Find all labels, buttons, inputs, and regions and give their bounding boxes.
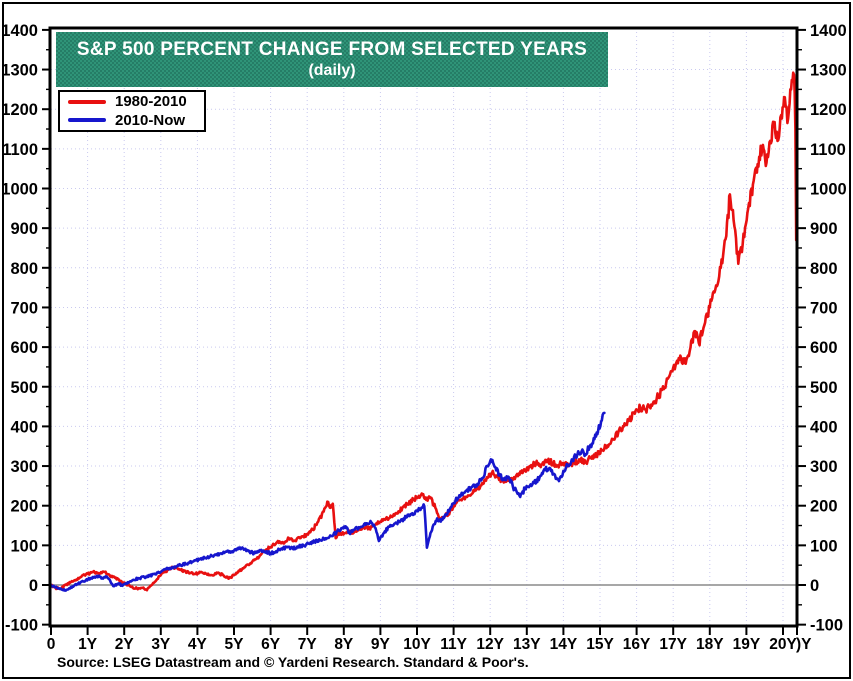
x-axis-tick-label: 20Y — [769, 636, 797, 653]
x-axis-edge-label: )Y — [796, 636, 812, 653]
x-axis-tick-label: 15Y — [586, 636, 614, 653]
y-axis-tick-label-right: 900 — [810, 220, 838, 238]
x-axis-tick-label: 10Y — [403, 636, 431, 653]
y-axis-tick-label-right: 0 — [810, 577, 819, 595]
y-axis-tick-label-right: -100 — [810, 617, 843, 635]
x-axis-tick-label: 13Y — [513, 636, 541, 653]
y-axis-tick-label-right: 500 — [810, 379, 838, 397]
y-axis-tick-label-left: 300 — [10, 458, 38, 476]
x-axis-tick-label: 16Y — [623, 636, 651, 653]
y-axis-tick-label-left: 600 — [10, 339, 38, 357]
y-axis-tick-label-right: 300 — [810, 458, 838, 476]
legend-line-swatch-blue — [68, 118, 106, 123]
x-axis-tick-label: 18Y — [696, 636, 724, 653]
y-axis-tick-label-right: 700 — [810, 299, 838, 317]
legend-label: 1980-2010 — [115, 93, 187, 111]
axis-labels: -100 -100 0 0 100 100 200 200 300 300 400 400 500 500… — [1, 22, 846, 653]
x-axis-tick-label: 11Y — [440, 636, 467, 653]
y-axis-tick-label-left: 1000 — [1, 181, 38, 199]
x-axis-tick-label: 0 — [47, 636, 56, 653]
chart-title-banner: S&P 500 PERCENT CHANGE FROM SELECTED YEA… — [56, 32, 608, 87]
y-axis-tick-label-right: 1200 — [810, 101, 847, 119]
y-axis-tick-label-left: 900 — [10, 220, 38, 238]
y-axis-tick-label-right: 1400 — [810, 22, 847, 40]
y-axis-tick-label-right: 800 — [810, 260, 838, 278]
x-axis-tick-label: 8Y — [334, 636, 354, 653]
y-axis-tick-label-right: 200 — [810, 498, 838, 516]
legend-item: 1980-2010 — [60, 94, 204, 110]
x-axis-tick-label: 2Y — [115, 636, 135, 653]
y-axis-tick-label-right: 1300 — [810, 62, 847, 80]
x-axis-tick-label: 3Y — [151, 636, 171, 653]
source-attribution: Source: LSEG Datastream and © Yardeni Re… — [57, 654, 529, 670]
y-axis-tick-label-left: 700 — [10, 299, 38, 317]
chart-title: S&P 500 PERCENT CHANGE FROM SELECTED YEA… — [76, 38, 588, 60]
series-line-2010-now — [51, 411, 606, 592]
y-axis-tick-label-left: 800 — [10, 260, 38, 278]
x-axis-tick-label: 6Y — [261, 636, 281, 653]
y-axis-tick-label-left: 1200 — [1, 101, 38, 119]
y-axis-tick-label-right: 100 — [810, 537, 838, 555]
x-axis-tick-label: 4Y — [188, 636, 208, 653]
y-axis-tick-label-left: 400 — [10, 418, 38, 436]
legend-label: 2010-Now — [115, 111, 186, 129]
y-axis-tick-label-right: 1100 — [810, 141, 846, 159]
legend-line-swatch-red — [68, 99, 106, 104]
x-axis-tick-label: 17Y — [659, 636, 687, 653]
x-axis-tick-label: 1Y — [78, 636, 98, 653]
y-axis-tick-label-left: 200 — [10, 498, 38, 516]
x-axis-tick-label: 5Y — [225, 636, 245, 653]
x-axis-tick-label: 9Y — [371, 636, 391, 653]
y-axis-tick-label-right: 600 — [810, 339, 838, 357]
axis-ticks — [42, 28, 806, 635]
y-axis-tick-label-left: 0 — [29, 577, 38, 595]
y-axis-tick-label-left: 1300 — [1, 62, 38, 80]
data-series — [51, 71, 797, 592]
chart-subtitle: (daily) — [308, 61, 356, 79]
x-axis-tick-label: 7Y — [298, 636, 318, 653]
y-axis-tick-label-left: 1400 — [1, 22, 38, 40]
y-axis-tick-label-left: 100 — [10, 537, 38, 555]
y-axis-tick-label-left: -100 — [5, 617, 38, 635]
y-axis-tick-label-right: 400 — [810, 418, 838, 436]
x-axis-tick-label: 12Y — [476, 636, 504, 653]
y-axis-tick-label-right: 1000 — [810, 181, 847, 199]
y-axis-tick-label-left: 500 — [10, 379, 38, 397]
legend-item: 2010-Now — [60, 113, 204, 129]
legend: 1980-2010 2010-Now — [58, 90, 206, 132]
y-axis-tick-label-left: 1100 — [2, 141, 38, 159]
x-axis-tick-label: 19Y — [733, 636, 761, 653]
x-axis-tick-label: 14Y — [550, 636, 578, 653]
